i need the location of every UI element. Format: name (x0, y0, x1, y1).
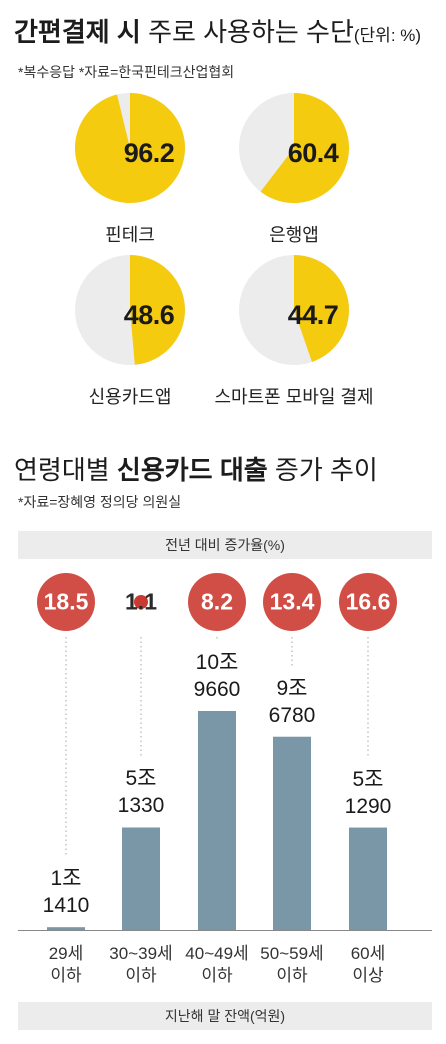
pie-slice-4 (294, 255, 349, 362)
pie-source-note: *복수응답 *자료=한국핀테크산업협회 (18, 64, 235, 80)
bar-value-line-2-1: 5조 (125, 767, 157, 791)
bar-value-line-4-2: 6780 (268, 703, 316, 727)
growth-rate-label-1: 18.5 (43, 588, 89, 615)
growth-bubble-3 (188, 573, 246, 631)
pie-title-light: 주로 사용하는 수단 (148, 17, 354, 47)
bar-category-line-5-1: 60세 (350, 944, 386, 963)
pie-1 (75, 92, 185, 204)
balance-footer: 지난해 말 잔액(억원) (18, 1002, 432, 1030)
pie-slice-3 (130, 255, 186, 365)
bar-1 (47, 927, 85, 930)
bar-3 (198, 711, 236, 930)
pie-slice-1 (75, 92, 185, 204)
bar-category-line-3-2: 이하 (201, 966, 233, 985)
bar-category-line-5-2: 이상 (352, 966, 384, 985)
pie-4 (239, 255, 349, 365)
bar-2 (122, 827, 160, 930)
pie-value-label-4: 44.7 (287, 300, 339, 330)
pie-value-label-1: 96.2 (123, 138, 175, 168)
growth-rate-label-2: 1.1 (125, 588, 157, 615)
bar-value-line-1-1: 1조 (50, 867, 82, 891)
bar-value-line-4-1: 9조 (276, 676, 308, 700)
growth-bubble-5 (339, 573, 397, 631)
pie-category-label-4: 스마트폰 모바일 결제 (214, 387, 374, 407)
bar-category-line-4-2: 이하 (276, 966, 308, 985)
bar-value-label-3: 10조 9660 (194, 649, 241, 703)
bar-source-note: *자료=장혜영 정의당 의원실 (18, 494, 182, 510)
bar-category-line-2-2: 이하 (125, 966, 157, 985)
bar-title-bold: 신용카드 대출 (116, 455, 268, 485)
bar-title-light-2: 증가 추이 (274, 455, 378, 485)
pie-slice-2 (260, 93, 349, 203)
growth-rate-header: 전년 대비 증가율(%) (18, 531, 432, 559)
bar-value-label-4: 9조 6780 (269, 675, 316, 729)
growth-bubble-2 (134, 595, 148, 609)
pie-title-unit: (단위: %) (353, 26, 422, 45)
bar-value-label-2: 5조 1330 (118, 765, 165, 819)
pie-value-label-3: 48.6 (123, 300, 175, 330)
pie-value-label-2: 60.4 (287, 138, 339, 168)
bar-value-line-3-1: 10조 (195, 651, 239, 674)
pie-category-label-3: 신용카드앱 (88, 387, 172, 407)
bar-category-line-3-1: 40~49세 (185, 944, 249, 963)
pie-2 (239, 93, 349, 203)
bar-value-line-5-2: 1290 (344, 794, 392, 818)
bar-value-label-1: 1조 1410 (43, 865, 90, 919)
bar-category-line-1-2: 이하 (50, 966, 82, 985)
bar-4 (273, 736, 311, 930)
pie-category-label-2: 은행앱 (269, 225, 319, 245)
growth-rate-label-3: 8.2 (201, 588, 233, 615)
bar-category-line-2-1: 30~39세 (109, 944, 173, 963)
bar-5 (349, 827, 387, 930)
pie-chart-title: 간편결제 시 주로 사용하는 수단(단위: %) (14, 12, 421, 49)
growth-rate-label-5: 16.6 (345, 588, 391, 615)
bar-value-line-2-2: 1330 (117, 794, 165, 818)
growth-bubble-1 (37, 573, 95, 631)
bar-category-line-1-1: 29세 (48, 944, 84, 963)
growth-rate-label-4: 13.4 (269, 588, 315, 615)
bar-category-line-4-1: 50~59세 (260, 944, 324, 963)
bar-value-line-1-2: 1410 (42, 894, 90, 918)
bar-title-light-1: 연령대별 (14, 455, 110, 485)
pie-title-bold: 간편결제 시 (14, 17, 141, 47)
growth-bubble-4 (263, 573, 321, 631)
bar-baseline (18, 930, 432, 931)
pie-category-label-1: 핀테크 (105, 225, 155, 245)
bar-value-line-5-1: 5조 (352, 767, 384, 791)
pie-3 (75, 255, 186, 365)
bar-value-line-3-2: 9660 (193, 678, 241, 701)
bar-value-label-5: 5조 1290 (345, 766, 392, 820)
bar-chart-title: 연령대별 신용카드 대출 증가 추이 (14, 450, 378, 487)
